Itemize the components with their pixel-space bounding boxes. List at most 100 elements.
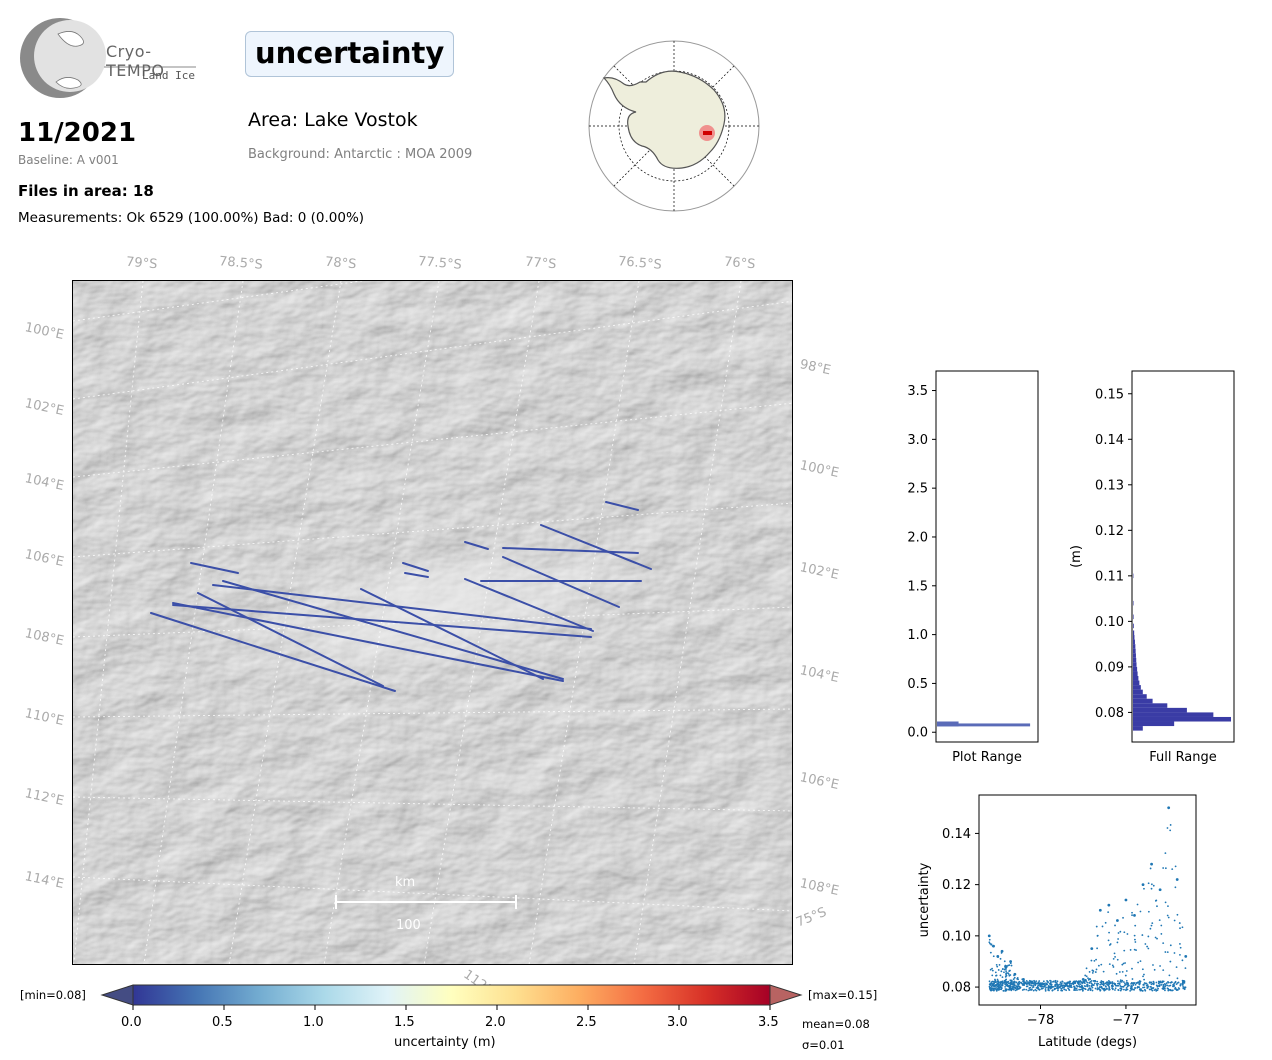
- data-point: [1004, 965, 1008, 968]
- y-axis-label: (m): [1069, 545, 1084, 568]
- data-point: [1149, 867, 1152, 870]
- data-point: [999, 982, 1002, 984]
- data-point: [988, 985, 991, 988]
- data-point: [990, 943, 993, 946]
- data-point: [1160, 924, 1163, 927]
- data-point: [1093, 959, 1096, 962]
- histogram-bar: [1133, 671, 1138, 676]
- data-point: [1018, 987, 1021, 989]
- data-point: [1004, 983, 1006, 985]
- track: [404, 572, 429, 578]
- axes-frame: [978, 794, 1197, 1006]
- data-point: [1164, 985, 1167, 988]
- data-point: [1153, 968, 1156, 971]
- data-point: [1146, 987, 1149, 989]
- data-point: [1169, 944, 1172, 947]
- data-point: [1129, 949, 1132, 951]
- data-point: [1152, 980, 1155, 983]
- track: [502, 556, 620, 608]
- data-point: [1174, 980, 1177, 983]
- y-tick-label: 0.12: [942, 878, 971, 893]
- y-tick-label: 0.10: [942, 929, 971, 944]
- data-point: [1010, 985, 1012, 988]
- data-point: [1159, 984, 1161, 986]
- map-graticule: [73, 281, 792, 964]
- data-point: [1009, 969, 1011, 972]
- map-panel: km 100: [72, 280, 793, 965]
- data-point: [1031, 988, 1033, 991]
- data-point: [996, 965, 999, 968]
- data-point: [1063, 984, 1066, 987]
- scalebar-unit: km: [395, 875, 416, 890]
- data-point: [1096, 983, 1098, 986]
- data-point: [1138, 983, 1141, 986]
- data-point: [1108, 986, 1111, 988]
- data-point: [1119, 984, 1122, 987]
- data-point: [1008, 987, 1011, 989]
- data-point: [1034, 988, 1037, 991]
- data-point: [991, 980, 994, 983]
- data-point: [1116, 958, 1119, 961]
- map-canvas: [73, 281, 792, 964]
- data-point: [1003, 968, 1006, 971]
- data-point: [1000, 986, 1002, 989]
- data-point: [1032, 984, 1035, 987]
- data-point: [1093, 982, 1096, 985]
- data-point: [1076, 989, 1078, 992]
- histogram-bar: [1133, 726, 1143, 731]
- histogram-bar: [1133, 685, 1141, 690]
- data-point: [1028, 987, 1031, 989]
- data-point: [1101, 925, 1104, 928]
- data-point: [1091, 986, 1094, 989]
- data-point: [1114, 989, 1116, 991]
- data-point: [992, 989, 995, 992]
- data-point: [1156, 937, 1158, 940]
- data-point: [1086, 981, 1089, 984]
- data-point: [1096, 980, 1099, 983]
- data-point: [1105, 987, 1108, 990]
- data-point: [1016, 985, 1019, 988]
- data-point: [1132, 984, 1135, 986]
- data-point: [1047, 989, 1050, 991]
- data-point: [1122, 962, 1125, 965]
- histogram-bar: [1133, 648, 1136, 654]
- data-point: [1147, 882, 1150, 885]
- data-point: [1104, 921, 1107, 924]
- data-point: [1009, 984, 1012, 986]
- data-point: [1134, 987, 1136, 990]
- histogram-bar: [1133, 675, 1139, 681]
- data-point: [1111, 981, 1114, 983]
- data-point: [1054, 981, 1057, 984]
- data-point: [1008, 988, 1011, 991]
- y-tick-label: 3.0: [907, 433, 928, 448]
- data-point: [1007, 985, 1010, 988]
- data-point: [1119, 930, 1122, 933]
- data-point: [1046, 980, 1048, 982]
- data-point: [1119, 979, 1122, 982]
- data-point: [1043, 984, 1046, 987]
- histogram-bar: [1133, 680, 1140, 686]
- data-point: [1014, 987, 1017, 990]
- data-point: [1135, 949, 1137, 952]
- data-point: [1061, 980, 1064, 983]
- data-point: [1042, 980, 1045, 983]
- data-point: [990, 985, 993, 988]
- data-point: [1179, 927, 1181, 930]
- histogram-bar: [1133, 623, 1134, 629]
- data-point: [1162, 980, 1165, 983]
- data-point: [1108, 963, 1111, 966]
- data-point: [1074, 989, 1077, 992]
- colorbar-tick-label: 1.0: [303, 1015, 324, 1030]
- data-point: [1013, 976, 1016, 979]
- y-axis-label: uncertainty: [917, 862, 932, 937]
- data-point: [1133, 988, 1136, 991]
- histogram-bar: [1133, 698, 1153, 704]
- data-point: [1157, 987, 1159, 990]
- data-point: [1081, 989, 1084, 992]
- data-point: [1027, 981, 1029, 983]
- data-point: [1003, 960, 1006, 963]
- data-point: [1117, 980, 1119, 983]
- track: [502, 547, 639, 554]
- data-point: [1150, 883, 1153, 886]
- data-point: [1005, 974, 1008, 977]
